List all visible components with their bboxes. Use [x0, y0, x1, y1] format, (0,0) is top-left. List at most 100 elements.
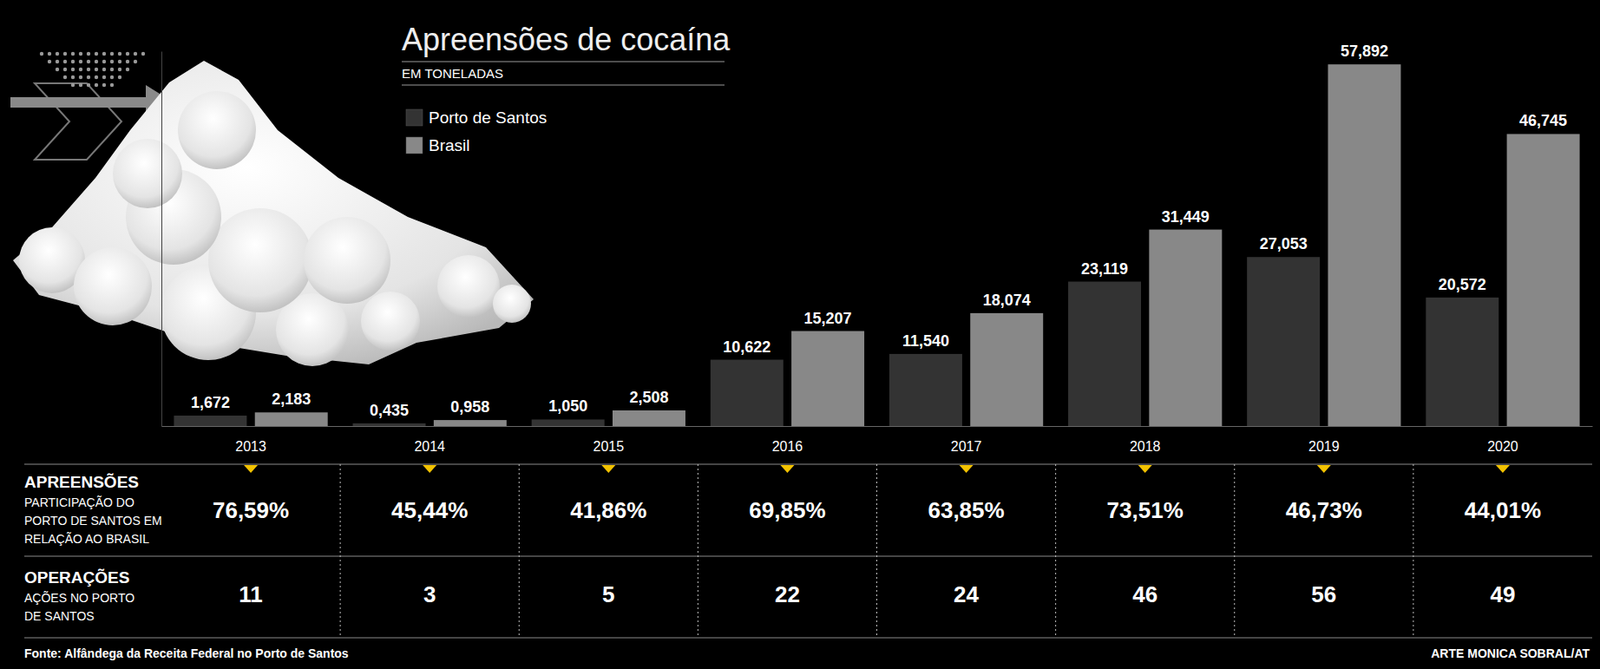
- share-value: 76,59%: [212, 497, 289, 524]
- arrow-dot: [78, 83, 83, 87]
- row-title: APREENSÕES: [24, 472, 139, 492]
- arrow-outline: [34, 83, 122, 160]
- arrow-dot: [118, 75, 122, 79]
- x-tick: 2013: [235, 426, 267, 454]
- data-labels: 1,6720,4351,05010,62211,54023,11927,0532…: [190, 42, 1568, 420]
- arrow-dot: [94, 59, 99, 64]
- bar: [791, 331, 865, 427]
- table: APREENSÕESPARTICIPAÇÃO DOPORTO DE SANTOS…: [24, 464, 1593, 638]
- data-label: 0,435: [369, 401, 409, 420]
- column-separator: [1233, 464, 1235, 638]
- x-tick-label: 2015: [593, 439, 625, 454]
- operations-value: 24: [953, 581, 979, 608]
- bar: [173, 415, 247, 427]
- y-axis: [161, 52, 163, 427]
- data-label: 1,050: [548, 397, 588, 415]
- arrow-dot: [94, 83, 99, 87]
- arrow-dot: [125, 52, 130, 56]
- arrow-dot: [71, 67, 75, 72]
- year-marker: [422, 465, 437, 473]
- data-label: 31,449: [1161, 208, 1210, 226]
- arrow-dot: [110, 59, 114, 64]
- arrow-dot: [118, 59, 122, 64]
- arrow-dot: [86, 67, 91, 72]
- pile-clump: [360, 291, 420, 351]
- arrow-dot: [125, 59, 130, 64]
- legend: Porto de Santos Brasil: [406, 108, 547, 155]
- arrow-dot: [71, 75, 75, 79]
- bar: [612, 410, 686, 427]
- bar: [531, 419, 605, 427]
- share-value: 45,44%: [391, 497, 468, 524]
- pile-clump: [492, 284, 532, 323]
- bar: [889, 354, 963, 427]
- operations-value: 5: [602, 581, 615, 608]
- x-axis-line: [162, 426, 1594, 427]
- data-label: 2,508: [629, 388, 669, 407]
- share-value: 41,86%: [570, 497, 647, 524]
- arrow-dot: [78, 59, 83, 64]
- legend-label: Porto de Santos: [428, 108, 547, 127]
- arrow-dot: [118, 67, 122, 72]
- operations-value: 56: [1311, 581, 1337, 608]
- arrow-dot: [110, 67, 114, 72]
- column-separator: [518, 464, 520, 638]
- x-tick-label: 2020: [1487, 439, 1519, 454]
- column-separator: [1412, 464, 1414, 638]
- arrow-dot: [71, 59, 75, 64]
- legend-label: Brasil: [428, 136, 471, 155]
- year-marker: [1138, 465, 1153, 473]
- pile-clump: [208, 208, 313, 313]
- arrow-dot: [47, 59, 52, 64]
- y-axis-line: [161, 52, 163, 427]
- share-value: 46,73%: [1285, 497, 1363, 524]
- arrow-dot: [55, 67, 60, 72]
- operations-value: 3: [423, 581, 436, 608]
- arrow-dot: [86, 83, 91, 87]
- share-value: 73,51%: [1107, 497, 1184, 524]
- data-label: 11,540: [902, 332, 950, 350]
- row-title: OPERAÇÕES: [24, 568, 130, 587]
- arrow-dot: [63, 75, 67, 79]
- arrow-dot: [133, 52, 138, 56]
- pile-clump: [177, 91, 256, 170]
- data-label: 23,119: [1081, 260, 1128, 278]
- data-label: 57,892: [1340, 42, 1389, 60]
- arrow-dot: [102, 67, 106, 72]
- bar: [970, 313, 1043, 427]
- legend-swatch: [406, 137, 423, 154]
- credit: ARTE MONICA SOBRAL/AT: [1430, 646, 1590, 661]
- arrow-dot: [55, 52, 60, 56]
- arrow-dot: [94, 67, 99, 72]
- column-separator: [697, 464, 699, 638]
- pile-clump: [303, 216, 391, 304]
- column-separator: [340, 464, 341, 638]
- arrow-dot: [94, 75, 99, 79]
- column-separator: [876, 464, 878, 638]
- operations-value: 49: [1489, 581, 1515, 608]
- bar: [710, 360, 784, 427]
- source: Fonte: Alfândega da Receita Federal no P…: [24, 646, 349, 661]
- x-tick: 2020: [1487, 426, 1519, 454]
- bar: [1425, 297, 1499, 427]
- bar: [1507, 133, 1581, 427]
- bar: [1068, 281, 1141, 427]
- arrow-dot: [63, 67, 67, 72]
- subtitle: EM TONELADAS: [401, 65, 504, 81]
- arrow-dot: [102, 59, 106, 64]
- x-tick-label: 2013: [235, 439, 267, 454]
- data-label: 27,053: [1259, 235, 1308, 253]
- data-label: 1,672: [190, 393, 230, 412]
- data-label: 46,745: [1519, 111, 1568, 130]
- x-tick-label: 2019: [1308, 439, 1340, 454]
- bar: [255, 412, 328, 427]
- data-label: 20,572: [1438, 275, 1487, 294]
- arrow-dot: [71, 83, 75, 87]
- decoration: [10, 52, 534, 367]
- data-label: 18,074: [983, 291, 1031, 309]
- x-tick-label: 2018: [1129, 439, 1161, 454]
- x-tick-label: 2014: [413, 439, 446, 454]
- x-tick: 2018: [1129, 426, 1161, 454]
- x-tick-label: 2017: [950, 439, 983, 454]
- arrow-dot: [86, 52, 91, 56]
